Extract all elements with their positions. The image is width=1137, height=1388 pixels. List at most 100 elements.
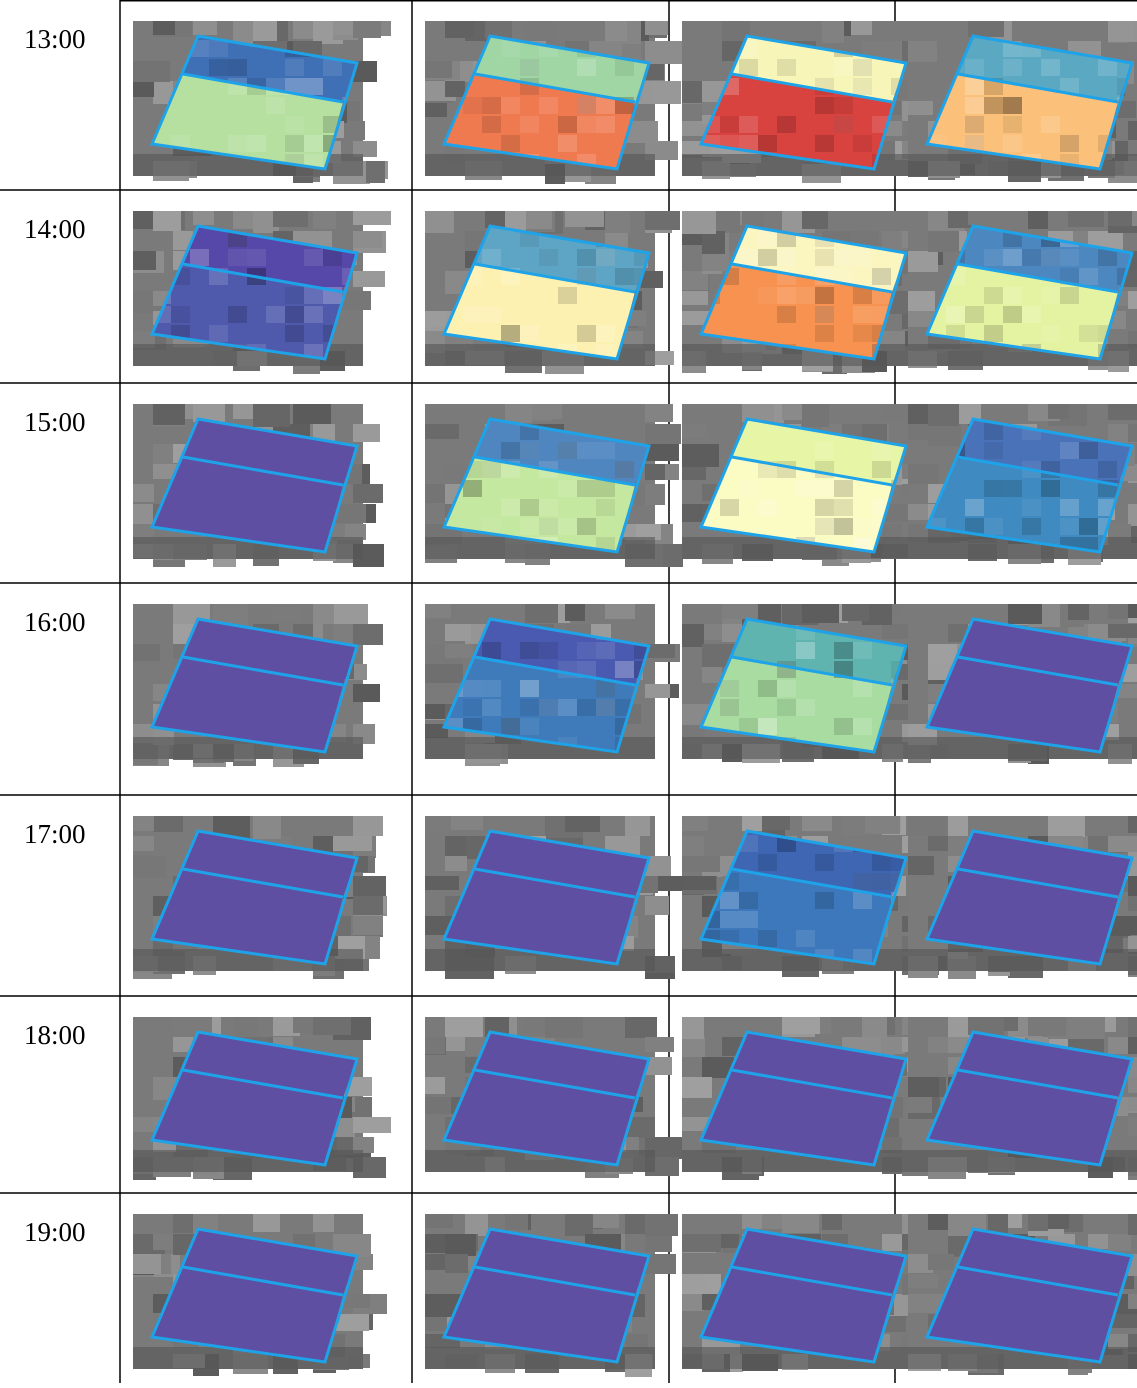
heat-cell — [720, 116, 739, 133]
heat-cell — [946, 306, 965, 323]
heat-cell — [482, 680, 501, 697]
background-tile — [882, 231, 907, 250]
panel — [152, 1229, 357, 1362]
heat-cell — [1098, 461, 1117, 478]
heat-cell — [596, 642, 615, 659]
heat-cell — [720, 499, 739, 516]
heat-cell — [758, 287, 777, 304]
background-tile — [1128, 141, 1137, 156]
panel-top — [183, 36, 357, 102]
heat-cell — [285, 116, 304, 133]
background-tile — [782, 1214, 819, 1233]
panel-divider — [731, 72, 893, 104]
heat-cell — [577, 97, 596, 114]
heat-cell — [720, 911, 739, 928]
panel-bottom — [444, 869, 635, 964]
background-tile — [645, 684, 670, 698]
heat-cell — [815, 287, 834, 304]
panel-bottom — [152, 264, 343, 359]
background-tile — [742, 816, 762, 831]
heat-cell — [596, 699, 615, 716]
background-tile — [908, 1097, 932, 1113]
heat-cell — [615, 268, 634, 285]
panel-top — [732, 831, 906, 897]
background-tile — [1128, 524, 1137, 543]
background-tile — [605, 211, 630, 233]
panel-outline — [698, 617, 908, 754]
background-tile — [425, 424, 459, 439]
heat-cell — [834, 718, 853, 735]
background-tile — [465, 1214, 488, 1236]
background-tile — [908, 251, 938, 272]
background-tile — [1128, 936, 1137, 952]
heat-cell — [853, 892, 872, 909]
background-tile — [1068, 1017, 1105, 1039]
heat-cell — [577, 699, 596, 716]
heat-cell — [965, 116, 984, 133]
heat-cell — [815, 306, 834, 323]
heat-cell — [577, 325, 596, 342]
heat-cell — [834, 642, 853, 659]
background-tile — [862, 816, 900, 834]
background-tile — [545, 1017, 583, 1038]
heat-cell — [539, 97, 558, 114]
background-tile — [153, 816, 183, 832]
background-tile — [353, 876, 386, 897]
panel-outline — [149, 417, 359, 554]
heat-cell — [285, 59, 304, 76]
heat-cell — [615, 461, 634, 478]
panel — [701, 1032, 906, 1165]
panel-outline — [149, 829, 359, 966]
panel-bottom — [701, 1070, 892, 1165]
background-tile — [233, 21, 255, 44]
heat-cell — [539, 518, 558, 535]
background-tile — [425, 816, 451, 833]
heat-cell — [834, 97, 853, 114]
background-tile — [525, 604, 558, 623]
background-tile — [928, 404, 959, 426]
heat-cell — [872, 461, 891, 478]
background-tile — [722, 604, 758, 619]
background-tile — [1008, 604, 1042, 624]
panel-bottom — [152, 457, 343, 552]
background-tile — [253, 21, 277, 41]
heatmap-image — [425, 1017, 684, 1178]
heat-cell — [501, 325, 520, 342]
heat-cell — [853, 892, 872, 909]
panel-divider — [957, 867, 1119, 899]
panel-top — [732, 619, 906, 685]
background-tile — [133, 644, 160, 661]
background-tile — [425, 1314, 447, 1331]
heat-cell — [558, 442, 577, 459]
background-tile — [1128, 1117, 1137, 1136]
heatmap-image — [908, 604, 1137, 764]
heat-cell — [984, 325, 1003, 342]
heat-cell — [558, 116, 577, 133]
time-label: 15:00 — [24, 407, 86, 437]
panel — [701, 226, 906, 359]
heat-cell — [520, 680, 539, 697]
panel-outline — [441, 417, 651, 554]
panel-divider — [182, 1068, 344, 1100]
heat-cell — [520, 499, 539, 516]
heatmap-image — [133, 404, 384, 567]
heat-cell — [520, 59, 539, 76]
background-tile — [353, 1137, 374, 1153]
background-tile — [133, 856, 166, 878]
background-tile — [153, 211, 181, 231]
heat-cell — [965, 499, 984, 516]
heat-cell — [1041, 480, 1060, 497]
heat-cell — [965, 306, 984, 323]
background-tile — [1108, 836, 1137, 852]
panel-top — [732, 419, 906, 485]
heat-cell — [834, 116, 853, 133]
heat-cell — [853, 873, 872, 890]
panel — [152, 619, 357, 752]
heat-cell — [777, 699, 796, 716]
heat-cell — [872, 268, 891, 285]
heat-cell — [285, 287, 304, 304]
heat-cell — [758, 135, 777, 152]
heat-cell — [501, 97, 520, 114]
heat-cell — [247, 135, 266, 152]
background-tile — [313, 1214, 334, 1232]
